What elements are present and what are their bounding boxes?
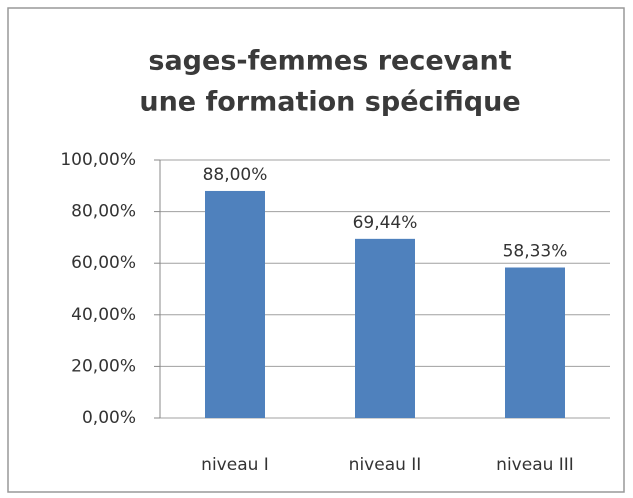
data-label: 69,44% xyxy=(353,213,418,233)
data-label: 58,33% xyxy=(503,242,568,262)
bar xyxy=(355,238,415,418)
y-tick-label: 0,00% xyxy=(82,408,136,428)
bar xyxy=(205,190,265,418)
bar xyxy=(505,267,565,418)
y-tick-label: 60,00% xyxy=(71,253,136,273)
y-tick-label: 80,00% xyxy=(71,202,136,222)
y-tick-label: 20,00% xyxy=(71,356,136,376)
data-label: 88,00% xyxy=(203,165,268,185)
x-tick-label: niveau II xyxy=(349,455,422,475)
x-tick-label: niveau I xyxy=(201,455,269,475)
chart-title: une formation spécifique xyxy=(139,87,520,118)
chart-title: sages-femmes recevant xyxy=(148,46,511,77)
y-tick-label: 100,00% xyxy=(60,150,136,170)
x-tick-label: niveau III xyxy=(496,455,574,475)
y-tick-label: 40,00% xyxy=(71,305,136,325)
